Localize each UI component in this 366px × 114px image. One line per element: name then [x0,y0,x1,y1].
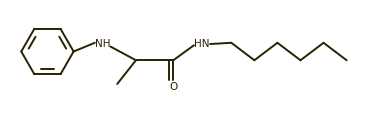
Text: NH: NH [94,38,110,48]
Text: HN: HN [194,38,210,48]
Text: O: O [169,82,178,92]
